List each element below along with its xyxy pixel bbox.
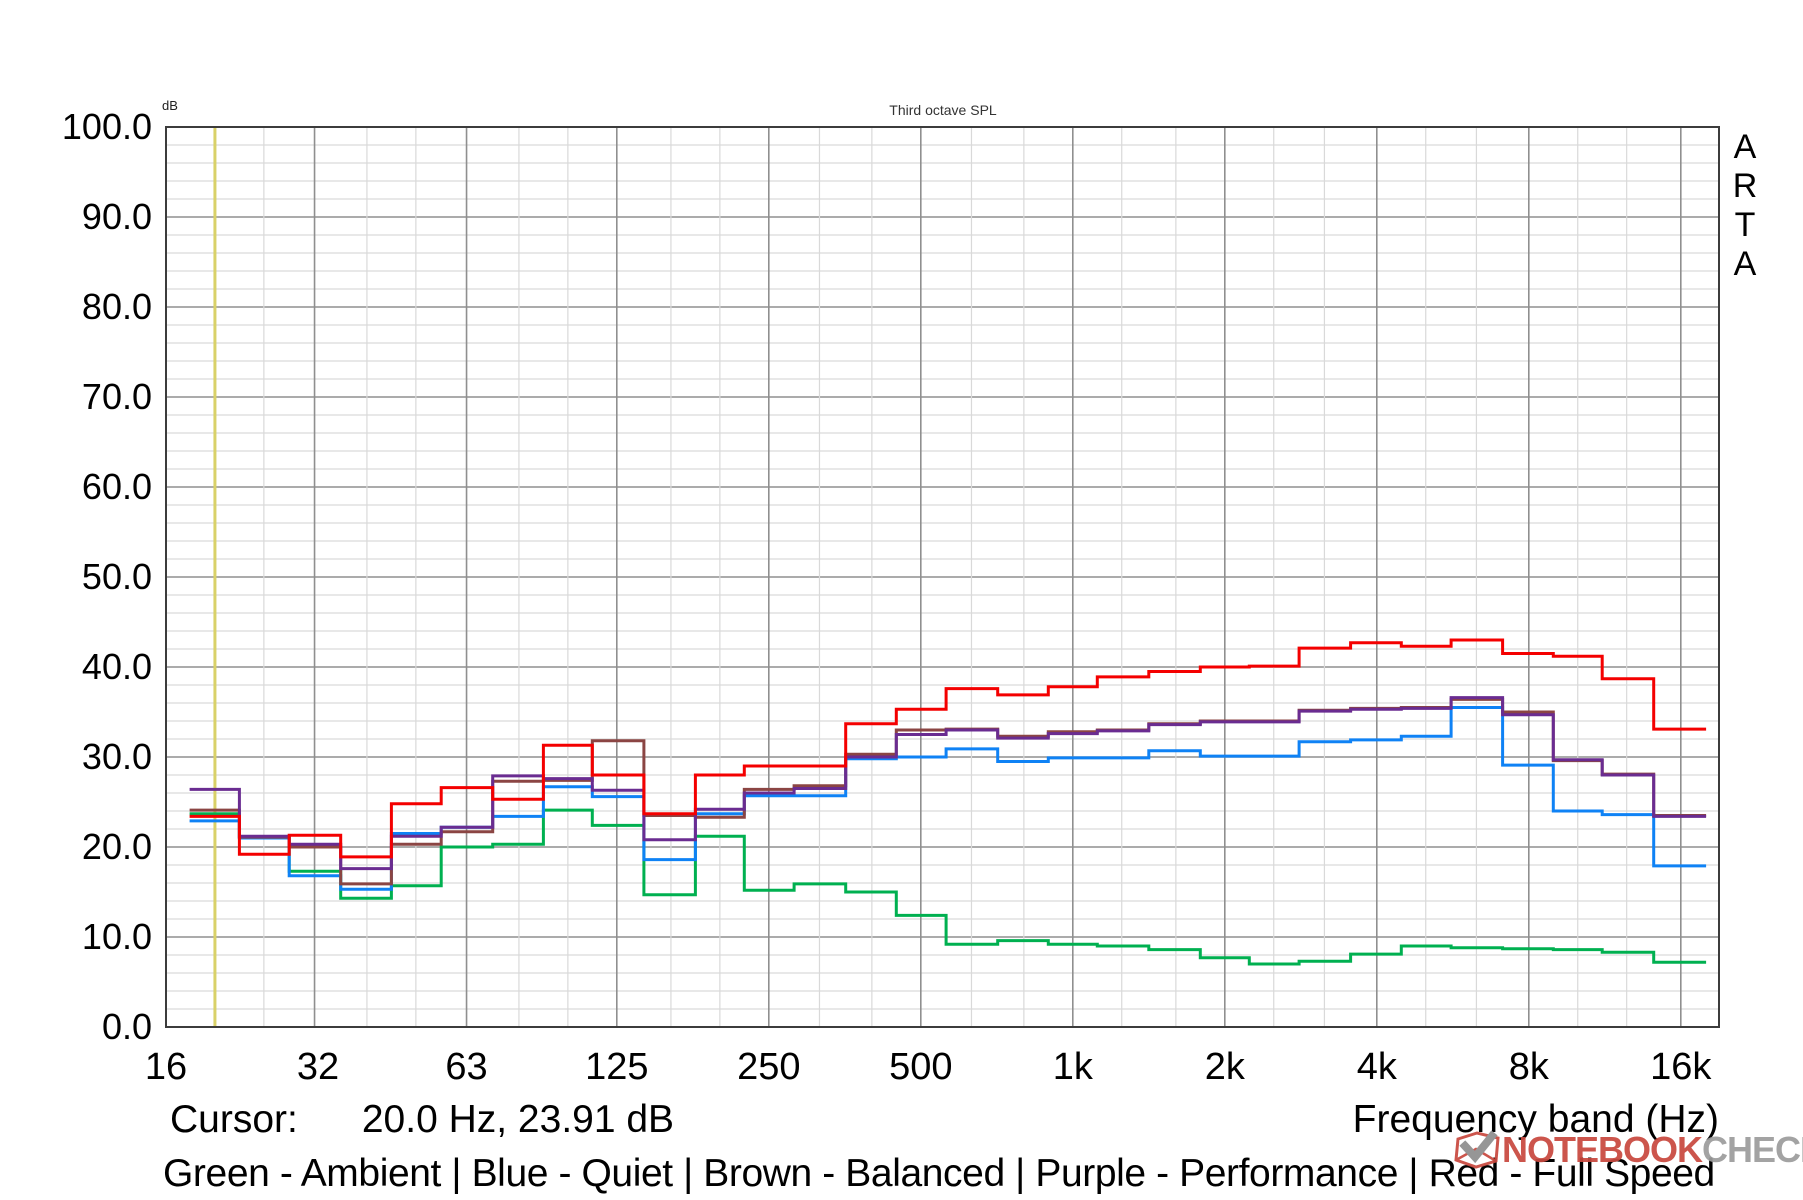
y-tick-label: 30.0 (81, 736, 152, 777)
x-tick-label: 500 (889, 1046, 953, 1088)
x-tick-label: 1k (1052, 1046, 1093, 1088)
x-tick-label: 16 (144, 1046, 188, 1088)
series-balanced (189, 697, 1707, 886)
series-full-speed (189, 638, 1707, 859)
notebookcheck-check-icon (1454, 1130, 1500, 1169)
x-tick-label: 4k (1356, 1046, 1397, 1088)
x-tick-label: 16k (1650, 1046, 1712, 1088)
y-tick-label: 80.0 (81, 286, 152, 327)
cursor-readout-label: Cursor: (170, 1098, 298, 1141)
x-tick-label: 125 (585, 1046, 649, 1088)
x-axis-title: Frequency band (Hz) (1352, 1098, 1719, 1141)
series-performance (189, 696, 1707, 871)
x-tick-label: 250 (737, 1046, 801, 1088)
x-tick-label: 32 (296, 1046, 340, 1088)
series-quiet (189, 706, 1707, 891)
y-axis-unit-label: dB (162, 98, 178, 113)
x-tick-label: 8k (1508, 1046, 1549, 1088)
cursor-readout: Cursor: 20.0 Hz, 23.91 dB (170, 1098, 674, 1142)
logo-text-notebook: NOTEBOOK (1502, 1129, 1703, 1170)
cursor-readout-value: 20.0 Hz, 23.91 dB (361, 1098, 675, 1141)
notebookcheck-logo: NOTEBOOKCHECK (1452, 1128, 1803, 1172)
series-ambient (189, 808, 1707, 966)
y-tick-label: 40.0 (81, 646, 152, 687)
y-tick-label: 70.0 (81, 376, 152, 417)
x-tick-label: 63 (445, 1046, 488, 1088)
y-tick-label: 90.0 (81, 196, 152, 237)
y-tick-label: 20.0 (81, 826, 152, 867)
x-tick-label: 2k (1204, 1046, 1245, 1088)
y-tick-label: 0.0 (101, 1006, 152, 1047)
chart-title: Third octave SPL (889, 102, 997, 118)
y-tick-label: 50.0 (81, 556, 152, 597)
y-tick-label: 100.0 (61, 106, 152, 147)
y-tick-label: 10.0 (81, 916, 152, 957)
logo-text-check: CHECK (1702, 1129, 1803, 1170)
y-tick-label: 60.0 (81, 466, 152, 507)
